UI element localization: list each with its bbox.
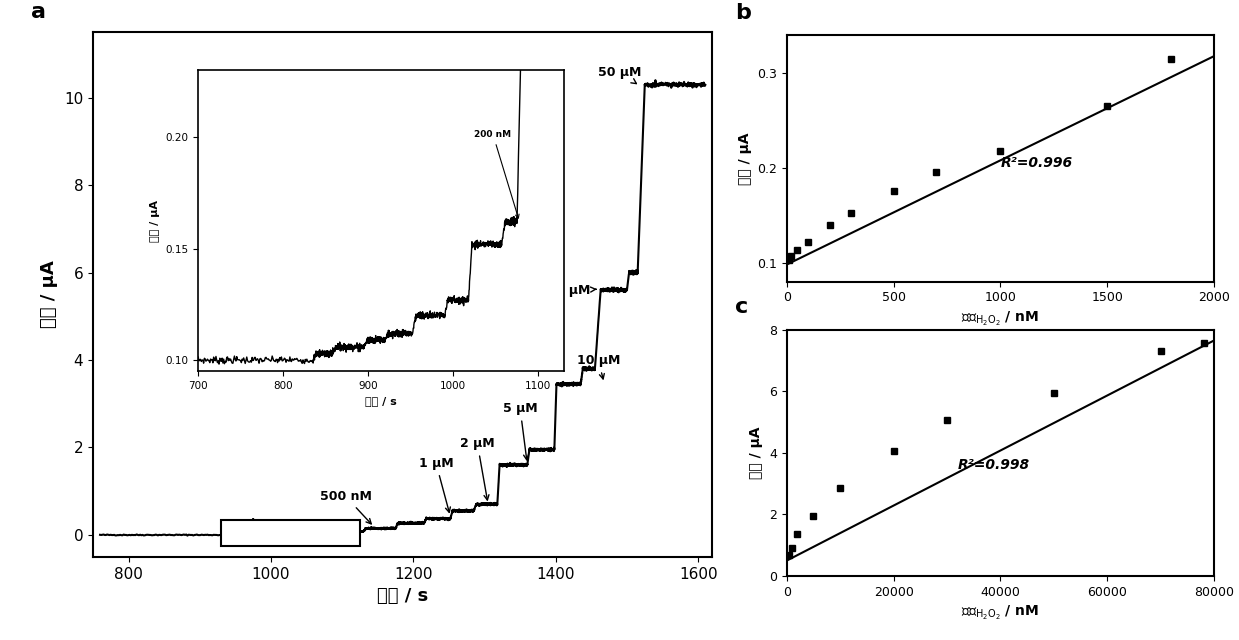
Bar <box>221 520 361 546</box>
Text: 10 μM: 10 μM <box>577 355 621 379</box>
Text: 500 nM: 500 nM <box>320 490 372 524</box>
Text: 2 μM: 2 μM <box>460 438 494 500</box>
Text: 20 μM: 20 μM <box>546 284 596 298</box>
X-axis label: 浓度$_{\mathrm{H_2O_2}}$ / nM: 浓度$_{\mathrm{H_2O_2}}$ / nM <box>961 604 1040 622</box>
Y-axis label: 电流 / μA: 电流 / μA <box>750 426 763 479</box>
Text: b: b <box>736 3 751 23</box>
Text: c: c <box>736 297 748 317</box>
X-axis label: 时间 / s: 时间 / s <box>377 587 429 605</box>
Text: a: a <box>31 1 46 22</box>
Text: R²=0.996: R²=0.996 <box>1001 156 1073 170</box>
X-axis label: 时间 / s: 时间 / s <box>366 396 396 406</box>
Text: 50 μM: 50 μM <box>598 66 642 84</box>
Text: R²=0.998: R²=0.998 <box>958 458 1030 472</box>
Text: 5 μM: 5 μM <box>503 403 538 460</box>
Text: 200 nM: 200 nM <box>475 131 519 218</box>
Y-axis label: 电流 / μA: 电流 / μA <box>41 260 58 328</box>
Y-axis label: 电流 / μA: 电流 / μA <box>150 200 160 242</box>
X-axis label: 浓度$_{\mathrm{H_2O_2}}$ / nM: 浓度$_{\mathrm{H_2O_2}}$ / nM <box>961 310 1040 328</box>
Y-axis label: 电流 / μA: 电流 / μA <box>737 132 752 185</box>
Text: 1 μM: 1 μM <box>419 457 453 513</box>
